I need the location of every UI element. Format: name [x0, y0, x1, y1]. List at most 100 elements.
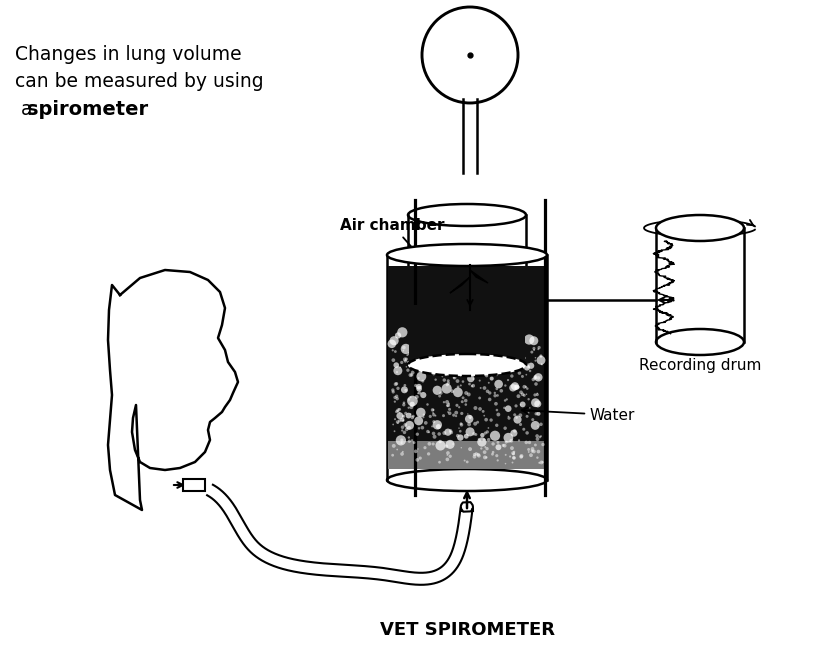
Point — [452, 381, 465, 392]
Point — [427, 410, 440, 420]
Point — [399, 354, 412, 365]
Point — [450, 324, 463, 334]
Point — [459, 399, 473, 410]
Point — [463, 412, 477, 422]
Point — [426, 352, 439, 362]
Point — [438, 342, 452, 352]
Point — [474, 349, 488, 360]
Point — [503, 348, 516, 359]
Point — [441, 379, 454, 390]
Point — [522, 437, 536, 447]
Point — [396, 411, 409, 422]
Point — [412, 373, 425, 383]
Point — [531, 389, 544, 400]
Point — [509, 381, 522, 391]
Point — [438, 365, 452, 375]
Point — [405, 435, 418, 446]
Point — [386, 385, 399, 395]
Ellipse shape — [656, 329, 744, 355]
Point — [480, 368, 493, 379]
Point — [461, 408, 474, 419]
Point — [414, 381, 428, 392]
Point — [407, 357, 420, 368]
Ellipse shape — [656, 215, 744, 241]
Point — [423, 411, 437, 422]
Point — [434, 350, 448, 360]
Point — [443, 439, 457, 449]
Point — [468, 451, 481, 462]
Point — [461, 354, 474, 365]
Point — [527, 374, 540, 385]
Point — [433, 436, 447, 447]
Polygon shape — [409, 305, 525, 365]
Point — [516, 399, 529, 410]
Point — [503, 348, 516, 359]
Point — [404, 369, 417, 380]
Point — [389, 392, 402, 403]
Point — [492, 409, 505, 420]
Point — [438, 358, 452, 368]
Point — [478, 325, 491, 335]
Point — [508, 426, 522, 436]
Point — [409, 446, 423, 457]
Point — [495, 348, 508, 359]
Text: spirometer: spirometer — [27, 100, 148, 119]
Point — [427, 439, 440, 449]
Point — [526, 414, 539, 425]
Point — [428, 359, 441, 369]
Point — [478, 358, 492, 368]
Point — [396, 327, 409, 338]
Point — [528, 389, 542, 400]
Point — [412, 416, 425, 426]
Point — [397, 411, 410, 422]
Point — [466, 344, 479, 354]
Point — [498, 345, 512, 356]
Point — [512, 391, 525, 401]
Point — [457, 393, 470, 403]
Point — [458, 455, 471, 466]
Point — [425, 421, 438, 432]
Point — [456, 397, 469, 407]
Point — [399, 362, 413, 372]
Point — [404, 402, 418, 412]
Point — [418, 442, 432, 453]
Point — [459, 363, 473, 373]
Point — [488, 391, 502, 401]
Polygon shape — [450, 277, 470, 293]
Point — [448, 364, 462, 375]
Point — [399, 356, 412, 366]
Point — [498, 380, 512, 391]
Point — [474, 383, 488, 393]
Point — [441, 407, 454, 417]
Point — [490, 369, 503, 380]
Ellipse shape — [387, 469, 547, 491]
Point — [447, 439, 460, 449]
Point — [478, 383, 491, 393]
Point — [474, 443, 488, 453]
Point — [508, 357, 521, 368]
Point — [531, 452, 544, 463]
Point — [492, 442, 505, 453]
Point — [433, 391, 446, 401]
Point — [427, 356, 440, 366]
Point — [535, 359, 548, 369]
Point — [534, 431, 547, 442]
Point — [394, 435, 408, 446]
Point — [411, 429, 424, 440]
Text: Changes in lung volume: Changes in lung volume — [15, 45, 241, 64]
Point — [399, 385, 413, 396]
Point — [523, 403, 537, 413]
Point — [387, 355, 400, 366]
Point — [434, 388, 448, 399]
Point — [469, 356, 483, 366]
Point — [485, 348, 498, 359]
Point — [513, 343, 527, 354]
Point — [443, 398, 456, 408]
Point — [517, 362, 530, 373]
Point — [508, 410, 522, 420]
Point — [433, 440, 447, 451]
Point — [448, 372, 461, 383]
Point — [497, 440, 510, 451]
Point — [465, 355, 478, 366]
Point — [390, 407, 404, 417]
